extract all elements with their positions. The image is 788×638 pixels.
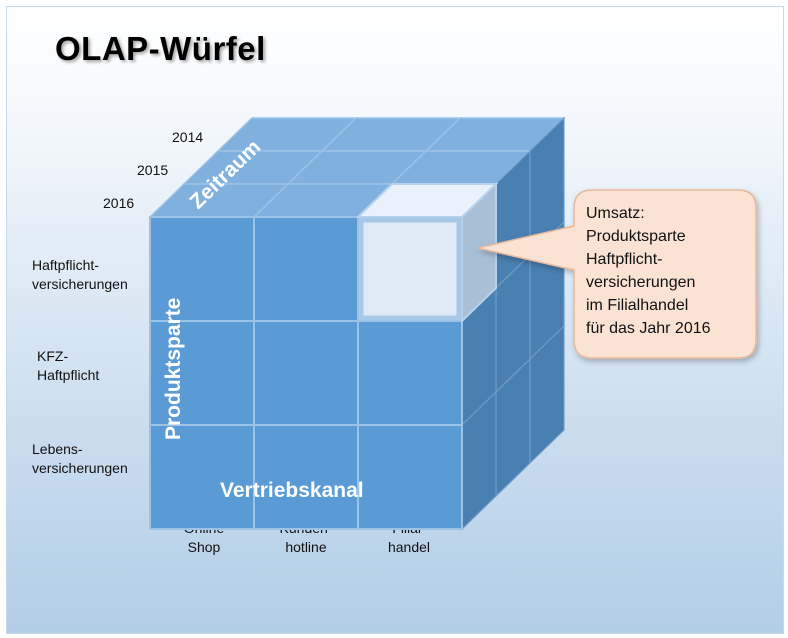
channel-label-line: handel (387, 539, 431, 555)
year-label-2014: 2014 (172, 129, 204, 145)
product-label-line: versicherungen (32, 460, 128, 476)
dimension-label-channel: Vertriebskanal (220, 479, 364, 502)
highlighted-cell-side (461, 181, 497, 324)
callout-line: für das Jahr 2016 (586, 320, 711, 337)
callout-line: Produktsparte (586, 228, 686, 245)
callout-line: im Filialhandel (586, 297, 689, 314)
cube-front-cell (357, 424, 463, 530)
callout-bubble (477, 189, 757, 359)
cube-front-cell (253, 216, 359, 322)
callout-line: versicherungen (586, 274, 696, 291)
callout-text: Umsatz: Produktsparte Haftpflicht- versi… (586, 202, 756, 340)
product-label-line: KFZ- (37, 348, 69, 364)
product-label-line: Haftpflicht- (32, 257, 99, 273)
product-label-line: Haftpflicht (37, 367, 100, 383)
highlighted-cell-front (358, 217, 462, 321)
product-label-kfz: KFZ- Haftpflicht (37, 347, 99, 385)
channel-label-line: Shop (187, 539, 221, 555)
dimension-label-product: Produktsparte (162, 298, 185, 440)
channel-label-line: hotline (285, 539, 327, 555)
product-label-haftpflicht: Haftpflicht- versicherungen (32, 256, 128, 294)
callout-line: Haftpflicht- (586, 251, 663, 268)
product-label-leben: Lebens- versicherungen (32, 440, 128, 478)
year-label-2015: 2015 (137, 162, 169, 178)
year-label-2016: 2016 (103, 195, 135, 211)
cube-faces (148, 116, 566, 531)
cube-front-cell (253, 320, 359, 426)
product-label-line: Lebens- (32, 441, 83, 457)
cube-front-cell (357, 320, 463, 426)
callout-line: Umsatz: (586, 205, 645, 222)
cube-front-cell (253, 424, 359, 530)
product-label-line: versicherungen (32, 276, 128, 292)
page-title: OLAP-Würfel (55, 30, 266, 67)
